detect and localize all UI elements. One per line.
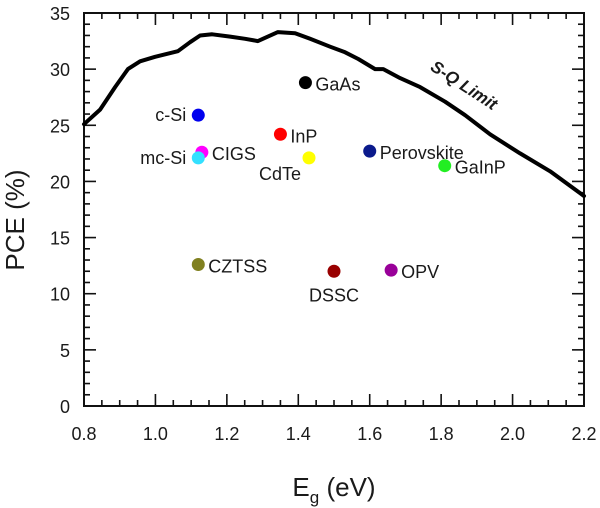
point-label: CdTe bbox=[259, 164, 301, 184]
plot-frame bbox=[83, 12, 585, 407]
y-axis-title: PCE (%) bbox=[0, 169, 30, 270]
x-tick-label: 1.0 bbox=[143, 424, 168, 444]
x-tick-label: 1.2 bbox=[214, 424, 239, 444]
point-marker bbox=[302, 151, 316, 165]
y-tick-label: 15 bbox=[50, 229, 70, 249]
point-marker bbox=[363, 144, 377, 158]
point-marker bbox=[191, 108, 205, 122]
data-point-gainp: GaInP bbox=[438, 158, 506, 178]
x-tick-label: 2.2 bbox=[571, 424, 596, 444]
x-axis-title-unit: (eV) bbox=[319, 472, 375, 502]
point-label: CIGS bbox=[212, 144, 256, 164]
axis-ticks bbox=[83, 12, 585, 407]
point-marker bbox=[191, 151, 205, 165]
point-label: OPV bbox=[401, 262, 439, 282]
y-tick-label: 10 bbox=[50, 285, 70, 305]
point-marker bbox=[384, 263, 398, 277]
data-point-cdte: CdTe bbox=[259, 151, 316, 184]
x-axis-title-subscript: g bbox=[310, 488, 319, 507]
point-label: CZTSS bbox=[208, 257, 267, 277]
point-label: DSSC bbox=[309, 285, 359, 305]
data-point-opv: OPV bbox=[384, 262, 439, 282]
y-tick-label: 25 bbox=[50, 116, 70, 136]
point-label: InP bbox=[290, 126, 317, 146]
point-marker bbox=[438, 159, 452, 173]
data-point-cztss: CZTSS bbox=[191, 257, 267, 277]
data-point-perovskite: Perovskite bbox=[363, 143, 464, 163]
x-tick-label: 0.8 bbox=[71, 424, 96, 444]
data-point-c-si: c-Si bbox=[155, 105, 205, 125]
data-point-gaas: GaAs bbox=[298, 75, 360, 95]
data-point-dssc: DSSC bbox=[309, 264, 359, 305]
data-point-inp: InP bbox=[273, 126, 317, 146]
x-tick-label: 1.4 bbox=[286, 424, 311, 444]
tick-labels: 0.8 1.0 1.2 1.4 1.6 1.8 2.0 2.2 0 5 10 15 20 25 30 35 bbox=[50, 4, 597, 444]
point-label: mc-Si bbox=[140, 148, 186, 168]
sq-limit-curve bbox=[82, 30, 586, 198]
point-marker bbox=[298, 76, 312, 90]
x-tick-label: 2.0 bbox=[500, 424, 525, 444]
y-tick-label: 0 bbox=[60, 397, 70, 417]
x-tick-label: 1.8 bbox=[429, 424, 454, 444]
point-label: GaAs bbox=[315, 75, 360, 95]
point-marker bbox=[327, 264, 341, 278]
sq-limit-label: S-Q Limit bbox=[427, 57, 502, 115]
y-tick-label: 20 bbox=[50, 172, 70, 192]
y-tick-label: 30 bbox=[50, 60, 70, 80]
x-tick-label: 1.6 bbox=[357, 424, 382, 444]
data-point-cigs: CIGS bbox=[195, 144, 256, 164]
point-label: GaInP bbox=[455, 158, 506, 178]
x-axis-title: Eg (eV) bbox=[292, 472, 375, 507]
y-tick-label: 5 bbox=[60, 341, 70, 361]
y-tick-label: 35 bbox=[50, 4, 70, 24]
point-label: Perovskite bbox=[380, 143, 464, 163]
point-label: c-Si bbox=[155, 105, 186, 125]
data-point-mc-si: mc-Si bbox=[140, 148, 205, 168]
point-marker bbox=[191, 258, 205, 272]
point-marker bbox=[273, 127, 287, 141]
x-axis-title-main: E bbox=[292, 472, 309, 502]
